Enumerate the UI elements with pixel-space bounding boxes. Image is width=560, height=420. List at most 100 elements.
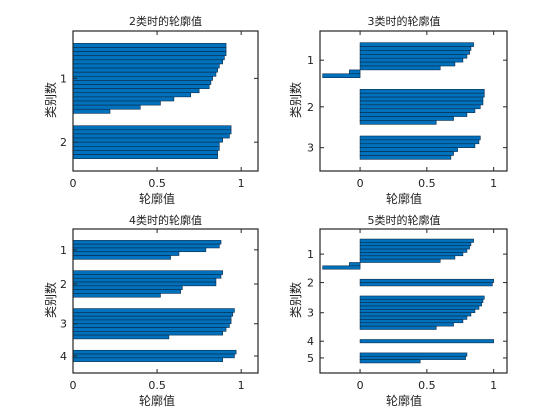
silhouette-bar [72, 270, 223, 275]
x-tick-label: 0.5 [418, 177, 436, 190]
silhouette-bar [359, 255, 456, 260]
silhouette-bar [72, 59, 223, 65]
silhouette-bar [322, 265, 361, 270]
y-tick-label: 4 [60, 350, 67, 363]
y-axis-label: 类别数 [43, 282, 58, 318]
subplot-title: 3类时的轮廓值 [368, 14, 441, 28]
silhouette-bar [349, 262, 361, 267]
y-tick-label: 1 [307, 54, 314, 67]
silhouette-bar [72, 247, 207, 253]
silhouette-bar [359, 322, 454, 327]
silhouette-bar [359, 302, 482, 307]
silhouette-bar [359, 120, 437, 125]
x-tick-label: 1 [238, 177, 245, 190]
silhouette-bar [359, 238, 474, 243]
silhouette-bar [359, 46, 472, 51]
silhouette-bar [72, 71, 217, 77]
silhouette-bar [72, 84, 210, 89]
silhouette-bar [359, 92, 485, 98]
silhouette-bar [72, 75, 213, 81]
silhouette-bar [359, 309, 476, 314]
silhouette-bar [359, 282, 493, 287]
y-axis-label: 类别数 [288, 282, 303, 318]
silhouette-bar [72, 108, 111, 114]
silhouette-bar [359, 89, 485, 94]
subplot-title: 4类时的轮廓值 [129, 213, 202, 227]
silhouette-bar [359, 135, 481, 141]
silhouette-bar [359, 65, 441, 71]
silhouette-bar [359, 252, 464, 257]
x-tick-label: 0 [70, 177, 77, 190]
silhouette-bar [359, 339, 494, 344]
silhouette-bar [72, 133, 230, 139]
silhouette-bar [359, 139, 480, 145]
silhouette-bar [72, 312, 234, 317]
silhouette-bar [72, 137, 223, 143]
x-tick-label: 0.5 [148, 379, 166, 392]
y-tick-label: 1 [60, 72, 67, 85]
silhouette-bar [72, 125, 232, 131]
x-tick-label: 1 [490, 379, 497, 392]
silhouette-bar [72, 43, 227, 48]
silhouette-bar [359, 299, 484, 303]
subplot-5-clusters: 5类时的轮廓值 类别数 轮廓值 1 2 3 4 5 0 0.5 1 [288, 213, 508, 408]
silhouette-bar [359, 151, 454, 156]
silhouette-bar [72, 334, 170, 340]
silhouette-bar [72, 331, 223, 336]
y-tick-label: 1 [307, 248, 314, 261]
silhouette-bar [359, 245, 470, 250]
silhouette-bar [72, 96, 175, 102]
silhouette-bar [349, 69, 361, 75]
silhouette-bar [359, 116, 454, 121]
y-tick-label: 2 [60, 136, 67, 149]
silhouette-bar [72, 67, 218, 73]
silhouette-bar [72, 63, 220, 69]
silhouette-bar [72, 104, 141, 110]
y-tick-label: 2 [307, 101, 314, 114]
x-tick-label: 0.5 [148, 177, 166, 190]
x-axis-label: 轮廓值 [386, 393, 422, 408]
silhouette-bar [72, 154, 218, 159]
silhouette-bar [72, 92, 192, 98]
x-tick-label: 0 [70, 379, 77, 392]
axes-frame [72, 30, 259, 172]
axes-frame [319, 30, 508, 172]
silhouette-bar [359, 42, 474, 47]
x-axis-label: 轮廓值 [139, 393, 175, 408]
silhouette-bar [359, 147, 458, 152]
silhouette-bar [72, 281, 217, 287]
silhouette-bar [359, 108, 476, 113]
silhouette-bar [359, 319, 464, 324]
silhouette-bar [72, 285, 183, 290]
silhouette-bar [359, 96, 484, 102]
silhouette-bar [72, 55, 225, 61]
y-axis-label: 类别数 [43, 82, 58, 118]
silhouette-bar [72, 240, 222, 245]
silhouette-bar [359, 315, 468, 320]
silhouette-bar [359, 305, 480, 310]
y-tick-label: 3 [60, 318, 67, 331]
silhouette-bar [72, 357, 223, 362]
silhouette-bar [322, 73, 361, 78]
x-axis-label: 轮廓值 [386, 191, 422, 206]
y-tick-label: 4 [307, 335, 314, 348]
subplot-title: 5类时的轮廓值 [368, 213, 441, 227]
x-tick-label: 1 [490, 177, 497, 190]
silhouette-bar [72, 150, 218, 155]
silhouette-bar [72, 289, 181, 294]
silhouette-bar [359, 100, 484, 106]
silhouette-bar [359, 352, 468, 357]
silhouette-bar [72, 327, 227, 332]
y-axis-label: 类别数 [288, 82, 303, 118]
silhouette-bar [72, 349, 237, 355]
subplot-4-clusters: 4类时的轮廓值 类别数 轮廓值 1 2 3 4 0 0.5 1 [43, 213, 259, 408]
silhouette-bar [359, 312, 472, 317]
silhouette-bar [72, 308, 235, 313]
y-tick-label: 3 [307, 307, 314, 320]
silhouette-bar [359, 325, 437, 330]
subplot-2-clusters: 2类时的轮廓值 类别数 轮廓值 1 2 0 0.5 1 [43, 14, 259, 206]
silhouette-bar [72, 274, 222, 279]
y-tick-label: 1 [60, 244, 67, 257]
silhouette-bar [359, 61, 456, 67]
